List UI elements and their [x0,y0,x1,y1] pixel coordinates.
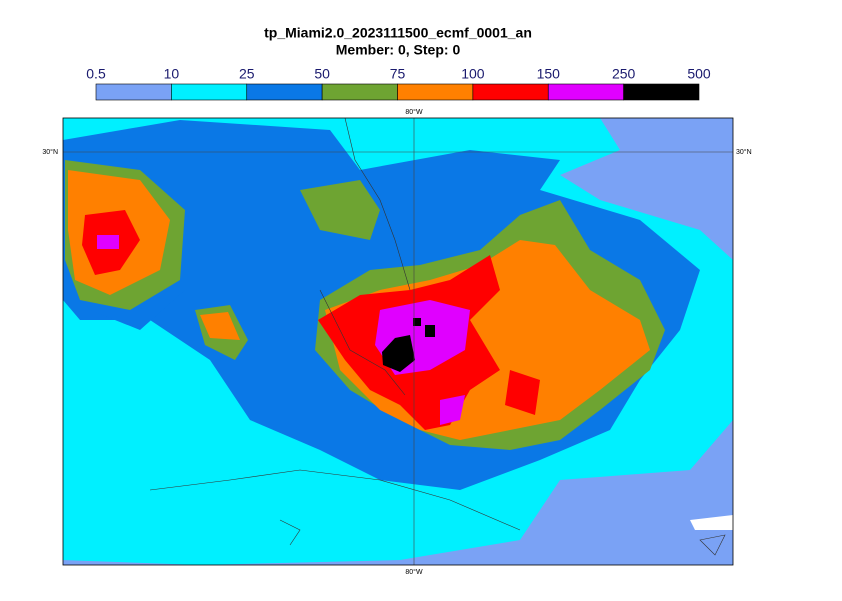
colorbar-label: 25 [239,66,255,82]
colorbar-label: 10 [164,66,180,82]
colorbar-box [321,83,398,101]
colorbar-label: 250 [612,66,636,82]
field-orange-sw [200,312,240,340]
colorbar-box [95,83,172,101]
title: tp_Miami2.0_2023111500_ecmf_0001_an [264,25,532,41]
lon-label: 80°W [405,568,423,576]
field-missing [690,515,733,530]
field-magenta-south [440,395,465,425]
colorbar-box [547,83,624,101]
coastline [319,118,411,396]
colorbar-box [623,83,700,101]
lat-label: 30°N [736,148,752,156]
colorbar-label: 50 [314,66,330,82]
colorbar-label: 500 [687,66,711,82]
colorbar-label: 75 [390,66,406,82]
field-black-1 [382,335,415,372]
field-magenta-west [97,235,119,249]
colorbar-box [397,83,474,101]
colorbar-label: 100 [461,66,485,82]
colorbar-label: 150 [537,66,561,82]
colorbar-label: 0.5 [86,66,106,82]
coastline-south [149,469,726,556]
precip-field [63,118,733,565]
map-frame [62,117,734,566]
subtitle: Member: 0, Step: 0 [336,42,461,58]
field-black-2 [413,318,421,326]
lat-label: 30°N [42,148,58,156]
colorbar-box [246,83,323,101]
lon-label: 80°W [405,108,423,116]
colorbar-box [472,83,549,101]
field-green-north [300,180,380,240]
field-red-east [505,370,540,415]
colorbar: 0.5 10 25 50 75 100 150 250 500 [86,66,711,101]
colorbar-box [171,83,248,101]
field-black-3 [425,325,435,337]
